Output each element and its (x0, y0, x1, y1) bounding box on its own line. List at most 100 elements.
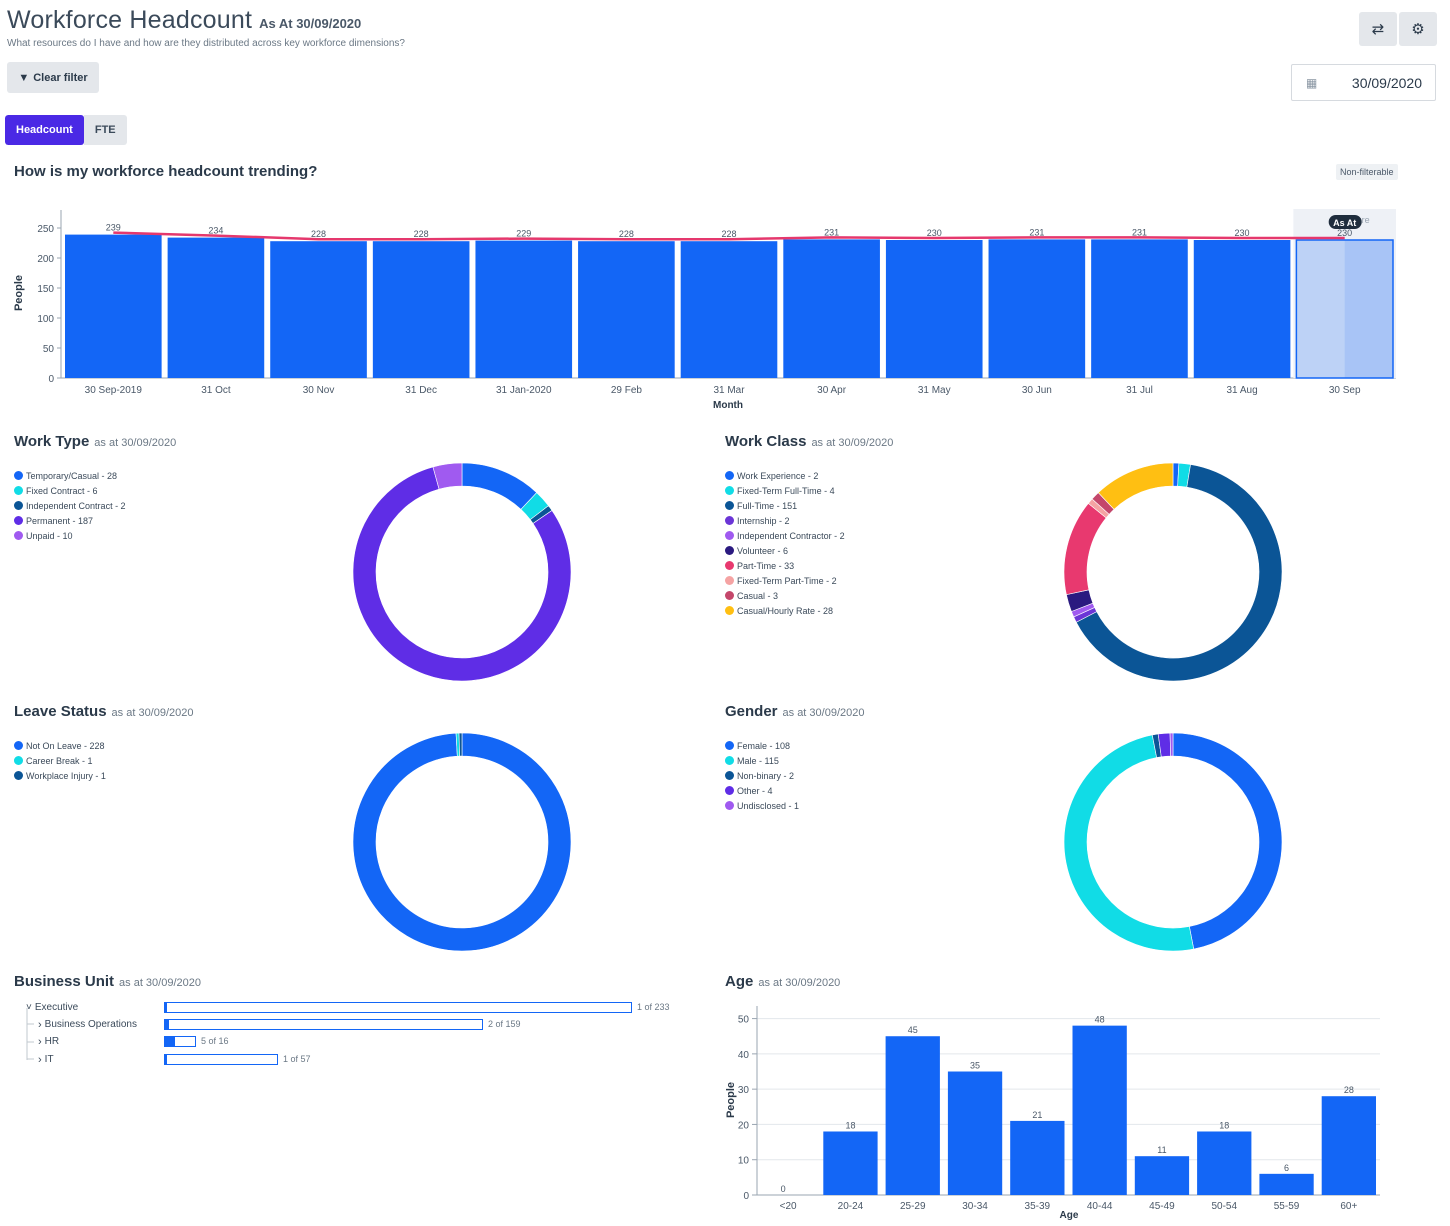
tree-row[interactable]: ˅ Executive (26, 999, 78, 1016)
trend-y-tick-label: 50 (43, 344, 55, 355)
legend-item[interactable]: Permanent - 187 (14, 513, 126, 528)
legend-swatch (725, 531, 734, 540)
legend-swatch (725, 501, 734, 510)
tab-fte[interactable]: FTE (83, 115, 127, 145)
chevron-right-icon[interactable]: › (38, 1035, 42, 1048)
legend-item[interactable]: Unpaid - 10 (14, 528, 126, 543)
legend-item[interactable]: Work Experience - 2 (725, 468, 845, 483)
work-type-donut[interactable] (350, 460, 574, 684)
legend-item[interactable]: Part-Time - 33 (725, 558, 845, 573)
legend-swatch (725, 771, 734, 780)
age-x-tick-label: 35-39 (1025, 1201, 1051, 1212)
legend-label: Permanent - 187 (26, 515, 94, 526)
donut-slice[interactable] (1075, 464, 1283, 682)
donut-slice[interactable] (1097, 462, 1174, 510)
legend-item[interactable]: Career Break - 1 (14, 753, 106, 768)
age-x-tick-label: 25-29 (900, 1201, 926, 1212)
legend-item[interactable]: Full-Time - 151 (725, 498, 845, 513)
trend-bar-future-shade (1344, 240, 1393, 378)
work-class-title: Work Class (725, 433, 807, 450)
trend-data-label: 230 (927, 228, 942, 238)
chevron-right-icon[interactable]: › (38, 1053, 42, 1066)
legend-item[interactable]: Independent Contractor - 2 (725, 528, 845, 543)
legend-item[interactable]: Casual - 3 (725, 588, 845, 603)
donut-slice[interactable] (352, 466, 572, 682)
legend-item[interactable]: Not On Leave - 228 (14, 738, 106, 753)
legend-label: Fixed-Term Part-Time - 2 (737, 575, 837, 586)
tree-row-label: IT (44, 1054, 54, 1065)
trend-bar (1295, 239, 1394, 379)
legend-swatch (725, 546, 734, 555)
age-bar (947, 1071, 1003, 1195)
donut-slice[interactable] (1063, 502, 1107, 595)
legend-swatch (725, 741, 734, 750)
clear-filter-button[interactable]: ▼ Clear filter (7, 62, 99, 93)
donut-slice[interactable] (461, 462, 538, 510)
date-value: 30/09/2020 (1351, 74, 1422, 91)
legend-item[interactable]: Undisclosed - 1 (725, 798, 799, 813)
legend-item[interactable]: Volunteer - 6 (725, 543, 845, 558)
legend-swatch (725, 471, 734, 480)
donut-slice[interactable] (458, 732, 463, 757)
legend-item[interactable]: Workplace Injury - 1 (14, 768, 106, 783)
legend-item[interactable]: Female - 108 (725, 738, 799, 753)
donut-slice[interactable] (1169, 732, 1174, 757)
legend-item[interactable]: Fixed Contract - 6 (14, 483, 126, 498)
donut-slice[interactable] (352, 732, 572, 952)
trend-y-tick-label: 0 (48, 374, 54, 385)
legend-item[interactable]: Independent Contract - 2 (14, 498, 126, 513)
legend-label: Casual/Hourly Rate - 28 (737, 605, 834, 616)
tree-row-bar[interactable] (164, 1054, 278, 1065)
legend-item[interactable]: Casual/Hourly Rate - 28 (725, 603, 845, 618)
legend-item[interactable]: Fixed-Term Full-Time - 4 (725, 483, 845, 498)
gender-donut[interactable] (1061, 730, 1285, 954)
trend-y-tick-label: 100 (37, 314, 54, 325)
tab-headcount[interactable]: Headcount (5, 115, 84, 145)
chevron-right-icon[interactable]: › (38, 1018, 42, 1031)
tree-row-count: 2 of 159 (488, 1019, 521, 1029)
legend-label: Other - 4 (737, 785, 773, 796)
trend-y-tick-label: 150 (37, 284, 54, 295)
legend-item[interactable]: Temporary/Casual - 28 (14, 468, 126, 483)
date-picker[interactable]: ▦ 30/09/2020 (1291, 64, 1436, 101)
legend-label: Unpaid - 10 (26, 530, 73, 541)
refresh-button[interactable]: ⇄ (1359, 12, 1397, 46)
age-data-label: 6 (1284, 1163, 1289, 1173)
age-bar (885, 1036, 940, 1195)
chevron-down-icon[interactable]: ˅ (26, 1002, 32, 1013)
as-at-tag-label: As At (1333, 218, 1356, 228)
legend-swatch (725, 801, 734, 810)
trend-data-label: 229 (516, 229, 531, 239)
tree-row-bar[interactable] (164, 1019, 483, 1030)
tree-row[interactable]: › Business Operations (38, 1016, 137, 1033)
legend-label: Male - 115 (737, 755, 779, 766)
tree-row-bar[interactable] (164, 1036, 196, 1047)
legend-item[interactable]: Internship - 2 (725, 513, 845, 528)
legend-item[interactable]: Male - 115 (725, 753, 799, 768)
trend-bar (475, 240, 573, 378)
legend-item[interactable]: Non-binary - 2 (725, 768, 799, 783)
tree-row[interactable]: › IT (38, 1051, 54, 1068)
legend-item[interactable]: Fixed-Term Part-Time - 2 (725, 573, 845, 588)
leave-status-donut[interactable] (350, 730, 574, 954)
age-x-tick-label: 55-59 (1274, 1201, 1300, 1212)
settings-button[interactable]: ⚙ (1399, 12, 1437, 46)
donut-slice[interactable] (1063, 734, 1195, 952)
work-class-donut[interactable] (1061, 460, 1285, 684)
age-x-tick-label: <20 (780, 1201, 797, 1212)
tree-row-bar[interactable] (164, 1002, 632, 1013)
age-y-tick-label: 0 (743, 1191, 749, 1202)
donut-slice[interactable] (432, 462, 463, 490)
tree-row-label: HR (44, 1036, 60, 1047)
trend-bar (988, 239, 1086, 378)
gender-as-at: as at 30/09/2020 (782, 707, 865, 719)
headcount-trend-chart[interactable]: 050100150200250Future23930 Sep-201923431… (0, 195, 1450, 415)
tree-row[interactable]: › HR (38, 1033, 59, 1050)
legend-item[interactable]: Other - 4 (725, 783, 799, 798)
trend-bar (65, 234, 162, 378)
age-x-tick-label: 45-49 (1149, 1201, 1175, 1212)
age-chart[interactable]: 0 10 20 30 40 50 0 <20 18 20-24 45 25-29 35 30-34 21 35… (720, 1000, 1400, 1224)
donut-slice[interactable] (1172, 732, 1283, 950)
legend-label: Workplace Injury - 1 (26, 770, 106, 781)
trend-title: How is my workforce headcount trending? (14, 163, 318, 180)
